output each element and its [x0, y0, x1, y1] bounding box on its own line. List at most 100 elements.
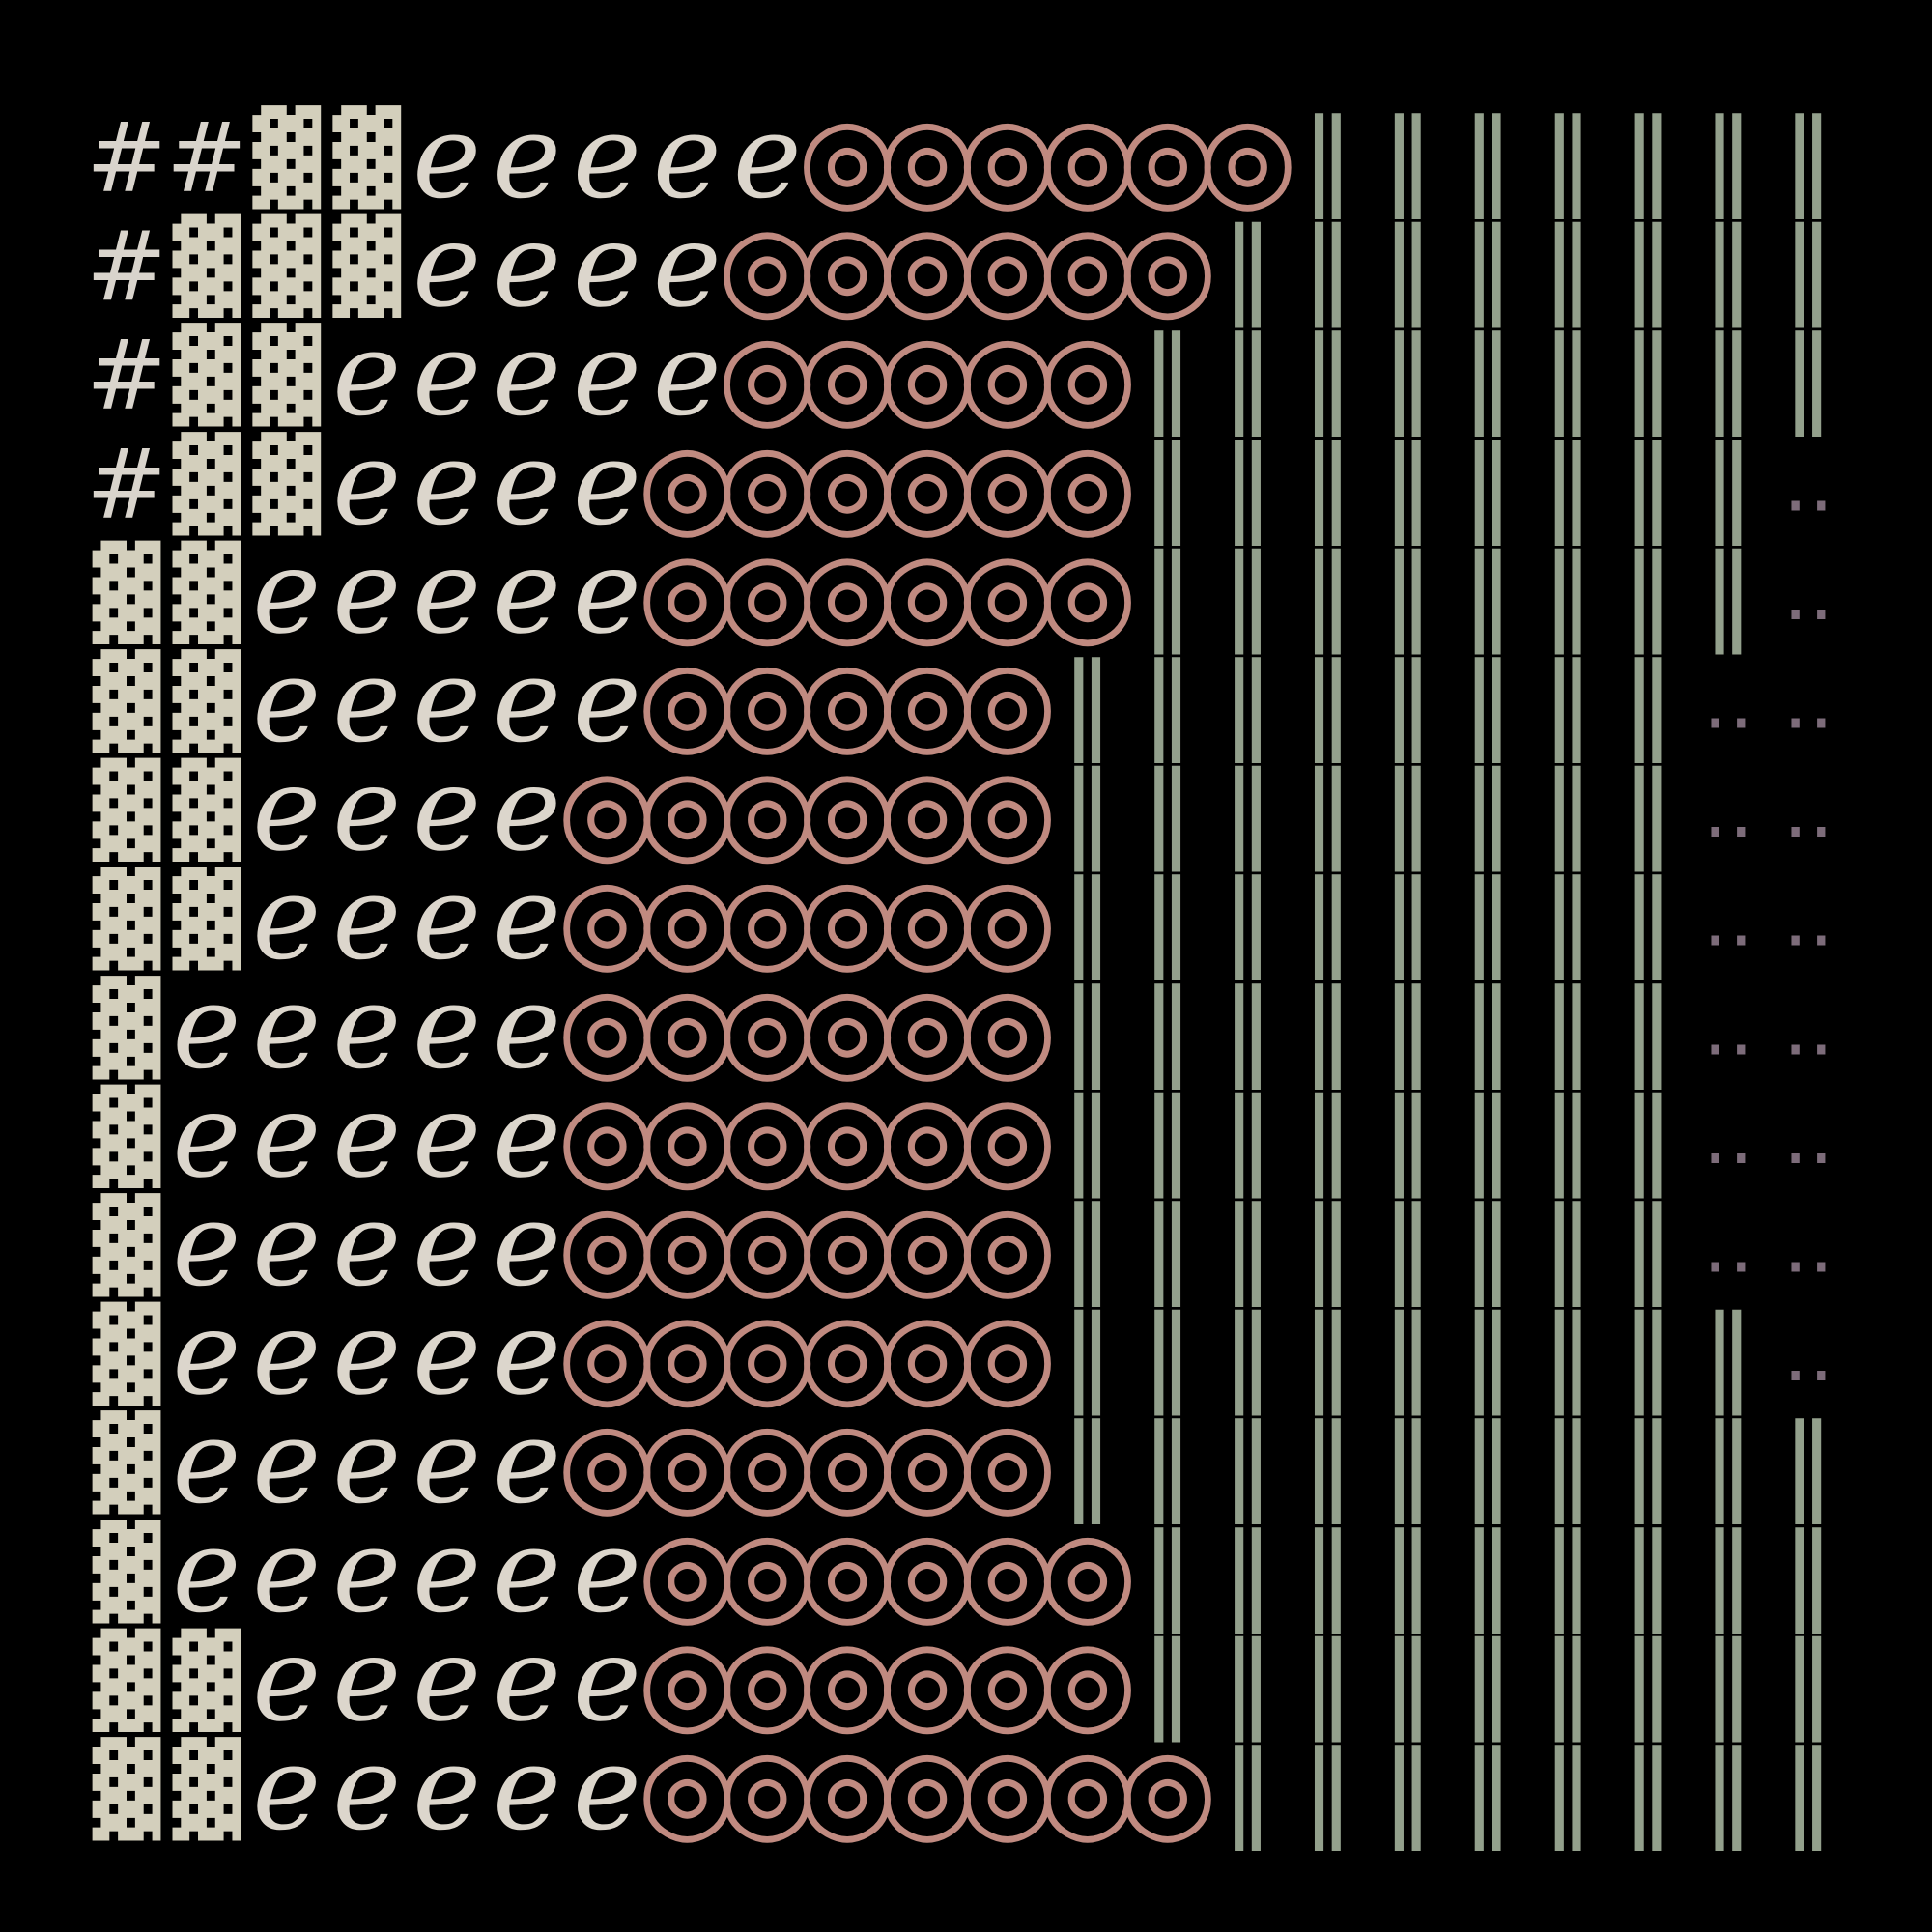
- glyph: ‖: [1622, 966, 1675, 1091]
- glyph: ℯ: [493, 1287, 561, 1421]
- glyph: ◎: [638, 1613, 737, 1747]
- glyph: ℯ: [653, 308, 722, 442]
- glyph: ▓: [93, 649, 161, 754]
- glyph: ‖: [1542, 1074, 1595, 1199]
- glyph: ◎: [957, 91, 1057, 224]
- glyph: ◎: [878, 91, 978, 224]
- glyph: ▓: [252, 105, 321, 211]
- glyph: ℯ: [252, 526, 321, 660]
- glyph: ℯ: [493, 91, 561, 225]
- glyph: ℯ: [412, 743, 481, 877]
- glyph: ◎: [878, 1069, 978, 1203]
- glyph: ‖: [1141, 1510, 1194, 1634]
- glyph: ℯ: [412, 1287, 481, 1421]
- glyph: ▓: [93, 975, 161, 1080]
- glyph: ‖: [1781, 1401, 1834, 1525]
- glyph: ◎: [957, 1613, 1057, 1747]
- glyph: ‖: [1542, 857, 1595, 981]
- glyph: ◎: [718, 526, 817, 659]
- glyph: ▓: [93, 1410, 161, 1516]
- glyph: ℯ: [412, 1613, 481, 1747]
- glyph: ‥: [1702, 765, 1753, 855]
- glyph: ℯ: [573, 1504, 641, 1638]
- glyph: ‖: [1702, 205, 1755, 329]
- glyph: ‥: [1782, 1309, 1833, 1399]
- glyph: ‖: [1542, 1401, 1595, 1525]
- glyph: ℯ: [412, 199, 481, 333]
- glyph: ‖: [1061, 1074, 1114, 1199]
- glyph: ◎: [798, 1069, 897, 1203]
- glyph: ◎: [957, 1722, 1057, 1856]
- glyph: ℯ: [493, 199, 561, 333]
- glyph: ‖: [1542, 966, 1595, 1091]
- glyph: ‖: [1221, 205, 1274, 329]
- glyph: ‖: [1141, 966, 1194, 1091]
- glyph: ◎: [718, 1722, 817, 1856]
- glyph: ℯ: [412, 91, 481, 225]
- glyph: ‖: [1781, 1618, 1834, 1743]
- glyph: ℯ: [573, 635, 641, 769]
- glyph: ‖: [1542, 1183, 1595, 1308]
- glyph: ‖: [1542, 422, 1595, 547]
- glyph: ◎: [718, 744, 817, 877]
- glyph: ‖: [1462, 96, 1515, 220]
- glyph: ▓: [252, 213, 321, 319]
- glyph: ◎: [878, 635, 978, 768]
- glyph: ◎: [718, 1179, 817, 1312]
- glyph: ‥: [1782, 548, 1833, 638]
- glyph: ℯ: [412, 1179, 481, 1313]
- glyph: ◎: [1037, 308, 1137, 441]
- glyph: ‖: [1462, 749, 1515, 873]
- glyph: ◎: [718, 1069, 817, 1203]
- glyph: ▓: [173, 213, 242, 319]
- glyph: ‥: [1782, 439, 1833, 528]
- glyph: ℯ: [493, 635, 561, 769]
- glyph: ℯ: [332, 1069, 401, 1204]
- glyph: ▓: [93, 1193, 161, 1298]
- glyph: ▓: [173, 1737, 242, 1842]
- glyph: ◎: [957, 1396, 1057, 1529]
- glyph: ‖: [1542, 1618, 1595, 1743]
- glyph: ‖: [1381, 1293, 1435, 1417]
- glyph: ℯ: [493, 416, 561, 551]
- glyph: ‖: [1221, 966, 1274, 1091]
- glyph: ◎: [1037, 91, 1137, 224]
- glyph: ◎: [957, 1505, 1057, 1638]
- glyph: ◎: [878, 744, 978, 877]
- glyph: ‖: [1542, 639, 1595, 764]
- glyph: #: [86, 319, 167, 432]
- glyph: ‖: [1301, 1074, 1354, 1199]
- glyph: ‖: [1542, 205, 1595, 329]
- glyph: ‖: [1622, 1618, 1675, 1743]
- glyph: ℯ: [332, 1396, 401, 1530]
- glyph: ◎: [557, 1396, 657, 1529]
- glyph: ◎: [1198, 91, 1297, 224]
- glyph: ◎: [878, 1288, 978, 1421]
- glyph: ℯ: [493, 1179, 561, 1313]
- glyph: ‖: [1221, 1293, 1274, 1417]
- glyph: ‥: [1782, 765, 1833, 855]
- glyph: ‖: [1301, 1510, 1354, 1634]
- glyph: ‖: [1301, 749, 1354, 873]
- glyph: ‥: [1782, 657, 1833, 747]
- glyph: ◎: [638, 1069, 737, 1203]
- glyph: ▓: [93, 1628, 161, 1733]
- glyph: ◎: [878, 1179, 978, 1312]
- glyph: ‖: [1462, 1510, 1515, 1634]
- glyph: ℯ: [332, 743, 401, 877]
- glyph: ▓: [173, 1628, 242, 1733]
- glyph: ‖: [1462, 966, 1515, 1091]
- glyph: ‖: [1462, 205, 1515, 329]
- glyph: ◎: [718, 1505, 817, 1638]
- glyph: ‖: [1622, 1510, 1675, 1634]
- glyph: ◎: [878, 1505, 978, 1638]
- glyph: ‖: [1381, 205, 1435, 329]
- glyph: ‖: [1221, 1618, 1274, 1743]
- glyph: ‖: [1462, 1074, 1515, 1199]
- glyph: ℯ: [172, 1069, 241, 1204]
- glyph: ◎: [718, 961, 817, 1094]
- glyph: ▓: [173, 540, 242, 645]
- glyph: ◎: [557, 1069, 657, 1203]
